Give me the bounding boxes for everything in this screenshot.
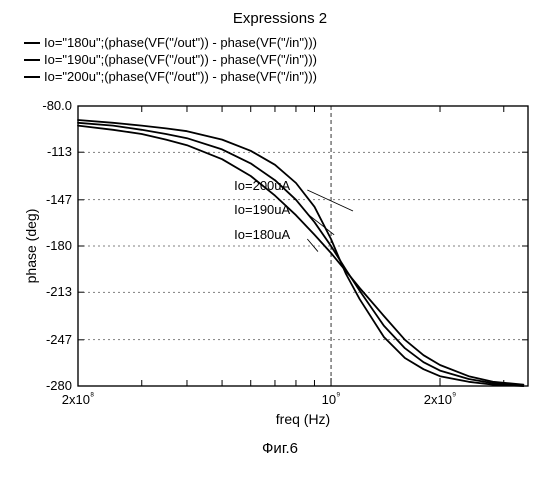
legend-text: Io="190u";(phase(VF("/out")) - phase(VF(… xyxy=(44,52,317,69)
y-tick-label: -147 xyxy=(46,191,72,206)
legend-item: Io="180u";(phase(VF("/out")) - phase(VF(… xyxy=(24,35,540,52)
y-tick-label: -113 xyxy=(47,144,72,159)
x-tick-label: 10⁹ xyxy=(322,390,341,407)
y-tick-label: -280 xyxy=(46,378,72,393)
chart-title: Expressions 2 xyxy=(20,10,540,27)
y-tick-label: -80.0 xyxy=(42,98,72,113)
chart-svg: Io=180uA Io=190uA Io=200uA -80.0 -113 -147 -18… xyxy=(20,96,540,436)
y-tick-label: -213 xyxy=(46,284,72,299)
legend-text: Io="180u";(phase(VF("/out")) - phase(VF(… xyxy=(44,35,317,52)
legend-text: Io="200u";(phase(VF("/out")) - phase(VF(… xyxy=(44,69,317,86)
x-tick-label: 2x10⁸ xyxy=(62,390,94,407)
y-axis-label: phase (deg) xyxy=(23,208,39,283)
legend-swatch-icon xyxy=(24,59,40,61)
legend-item: Io="190u";(phase(VF("/out")) - phase(VF(… xyxy=(24,52,540,69)
y-tick-label: -180 xyxy=(46,238,72,253)
series-inline-label: Io=200uA xyxy=(234,178,290,193)
series-inline-label: Io=180uA xyxy=(234,227,290,242)
y-tick-label: -247 xyxy=(46,331,72,346)
figure-container: Expressions 2 Io="180u";(phase(VF("/out"… xyxy=(0,0,560,500)
series-inline-label: Io=190uA xyxy=(234,201,290,216)
x-axis-label: freq (Hz) xyxy=(276,411,330,427)
figure-caption: Фиг.6 xyxy=(20,440,540,457)
chart-area: Io=180uA Io=190uA Io=200uA -80.0 -113 -147 -18… xyxy=(20,96,540,436)
legend-swatch-icon xyxy=(24,76,40,78)
legend: Io="180u";(phase(VF("/out")) - phase(VF(… xyxy=(24,35,540,86)
legend-swatch-icon xyxy=(24,42,40,44)
legend-item: Io="200u";(phase(VF("/out")) - phase(VF(… xyxy=(24,69,540,86)
x-tick-label: 2x10⁹ xyxy=(424,390,457,407)
